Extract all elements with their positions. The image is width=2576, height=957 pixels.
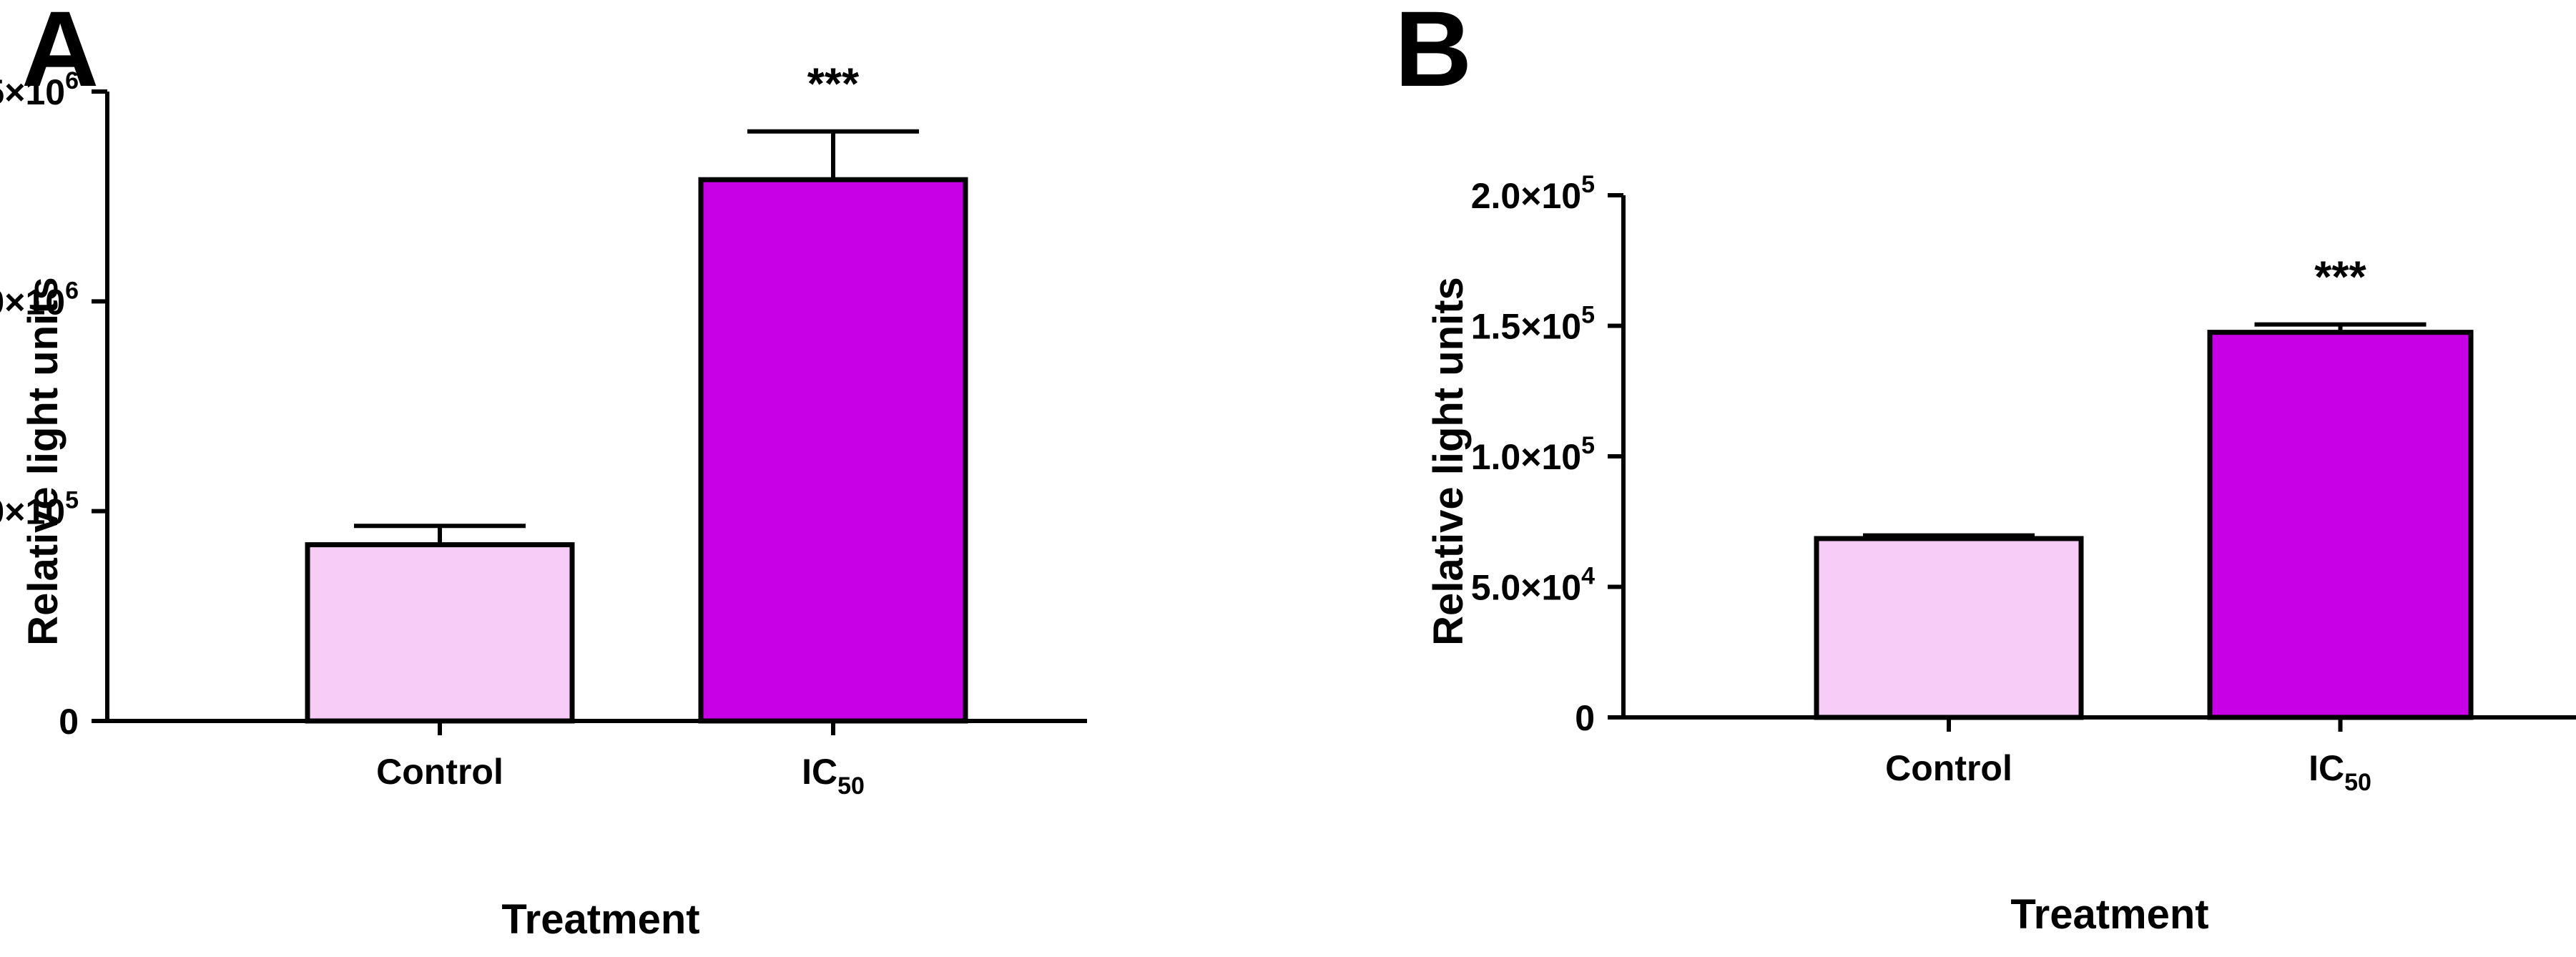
y-tick-base: 10: [1541, 176, 1581, 216]
y-tick-times: ×: [1520, 307, 1541, 347]
bar: [2207, 330, 2474, 720]
y-tick-label: 5.0×105: [0, 487, 79, 532]
panel-label: A: [21, 0, 99, 109]
x-axis-title: Treatment: [501, 896, 699, 943]
y-tick-base: 10: [1541, 437, 1581, 477]
y-tick-base: 10: [1541, 568, 1581, 608]
y-tick-exponent: 6: [65, 277, 79, 304]
y-tick-label: 2.0×105: [1471, 171, 1595, 216]
y-tick-base: 10: [25, 72, 65, 112]
y-tick-mantissa: 0: [59, 702, 79, 742]
significance-annotation: ***: [2314, 253, 2366, 303]
y-tick-mantissa: 5.0: [0, 492, 4, 532]
y-tick-label: 0: [1575, 698, 1595, 738]
y-tick-base: 10: [25, 282, 65, 322]
y-tick-times: ×: [4, 72, 25, 112]
y-tick-mantissa: 0: [1575, 698, 1595, 738]
y-tick-mantissa: 1.0: [1471, 437, 1521, 477]
x-tick-label: IC50: [802, 752, 865, 800]
category-label: Control: [1885, 748, 2012, 788]
y-tick-times: ×: [1520, 568, 1541, 608]
y-tick-mantissa: 1.0: [0, 282, 4, 322]
y-tick-base: 10: [25, 492, 65, 532]
y-tick-exponent: 4: [1581, 563, 1595, 590]
y-tick-label: 1.5×106: [0, 67, 79, 112]
category-label: Control: [376, 752, 503, 792]
x-tick-label: IC50: [2309, 748, 2371, 796]
y-tick-exponent: 5: [65, 487, 79, 514]
y-tick-mantissa: 2.0: [1471, 176, 1521, 216]
bar: [305, 542, 575, 724]
x-tick-label: Control: [376, 752, 503, 792]
category-label: IC: [2309, 748, 2344, 788]
y-tick-times: ×: [1520, 437, 1541, 477]
y-tick-exponent: 5: [1581, 432, 1595, 459]
x-axis-title: Treatment: [2010, 891, 2208, 938]
category-label: IC: [802, 752, 837, 792]
y-axis-title: Relative light units: [1425, 277, 1472, 646]
bar: [698, 177, 968, 724]
y-tick-exponent: 5: [1581, 171, 1595, 198]
y-tick-base: 10: [1541, 307, 1581, 347]
category-subscript: 50: [837, 772, 865, 800]
y-tick-label: 1.5×105: [1471, 302, 1595, 347]
y-tick-label: 0: [59, 702, 79, 742]
y-tick-times: ×: [4, 282, 25, 322]
y-tick-mantissa: 1.5: [1471, 307, 1521, 347]
significance-annotation: ***: [807, 60, 860, 109]
y-tick-exponent: 6: [65, 67, 79, 94]
category-subscript: 50: [2344, 769, 2371, 796]
y-tick-times: ×: [4, 492, 25, 532]
chart-panel-a: A05.0×1051.0×1061.5×106Control***IC50Rel…: [0, 0, 1087, 943]
y-tick-mantissa: 1.5: [0, 72, 4, 112]
bar: [1814, 536, 2084, 720]
chart-panel-b: B05.0×1041.0×1051.5×1052.0×105Control***…: [1395, 0, 2576, 938]
y-axis-title: Relative light units: [20, 277, 67, 646]
y-tick-times: ×: [1520, 176, 1541, 216]
y-tick-label: 1.0×105: [1471, 432, 1595, 477]
y-tick-label: 5.0×104: [1471, 563, 1595, 608]
panel-label: B: [1395, 0, 1472, 109]
y-tick-mantissa: 5.0: [1471, 568, 1521, 608]
y-tick-label: 1.0×106: [0, 277, 79, 322]
x-tick-label: Control: [1885, 748, 2012, 788]
y-tick-exponent: 5: [1581, 302, 1595, 329]
